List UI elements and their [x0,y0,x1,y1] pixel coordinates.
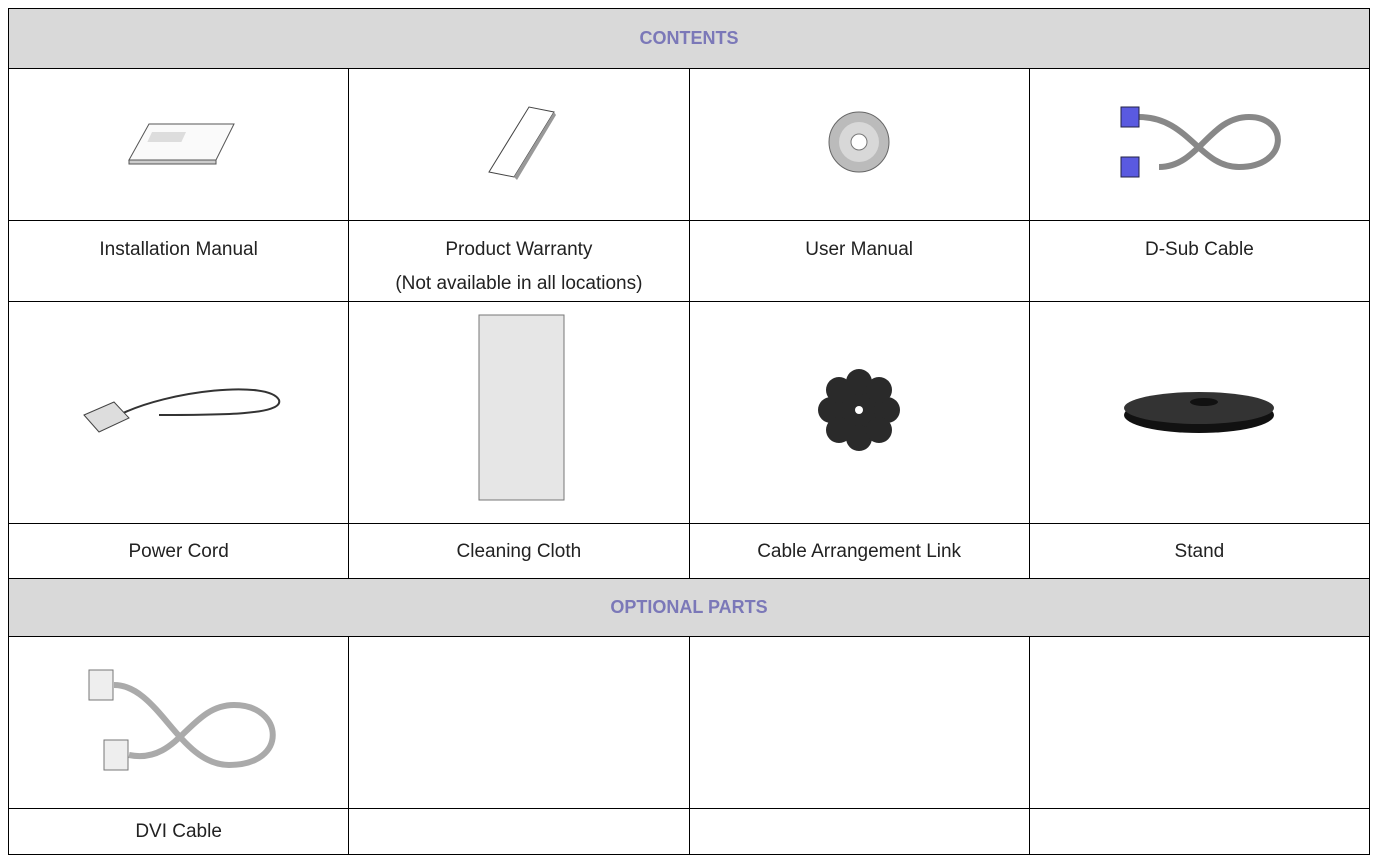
item-label: Power Cord [7,523,350,580]
item-label: Cable Arrangement Link [688,523,1030,580]
image-cell [7,636,350,809]
section-title: CONTENTS [8,8,1370,69]
cable-link-icon [818,368,901,451]
item-label-cell: Product Warranty (Not available in all lo… [348,220,690,302]
item-label: D-Sub Cable [1028,220,1371,302]
image-cell [7,68,350,221]
empty-cell [688,636,1030,809]
image-cell [688,68,1030,221]
empty-cell [1028,636,1371,809]
power-cord-icon [82,387,280,433]
image-cell [688,301,1030,524]
section-title: OPTIONAL PARTS [8,578,1370,637]
item-label: User Manual [688,220,1030,302]
empty-cell [348,636,690,809]
stand-icon [1124,391,1275,433]
image-cell [348,68,690,221]
item-label: DVI Cable [7,808,350,855]
image-cell [1028,68,1371,221]
manual-icon [127,123,235,164]
item-label: Installation Manual [7,220,350,302]
item-note: (Not available in all locations) [395,273,643,294]
image-cell [348,301,690,524]
item-label: Cleaning Cloth [348,523,690,580]
dvi-cable-icon [88,669,276,770]
item-label: Stand [1028,523,1371,580]
image-cell [7,301,350,524]
contents-table: CONTENTS Installation Manual Product War… [7,8,1371,580]
cd-icon [828,111,890,172]
cloth-icon [478,314,565,500]
empty-cell [1028,808,1371,855]
image-cell [1028,301,1371,524]
optional-parts-table: OPTIONAL PARTS DVI Cable [7,578,1371,855]
empty-cell [688,808,1030,855]
item-label: Product Warranty [445,239,593,260]
dsub-cable-icon [1120,106,1282,177]
warranty-icon [488,105,556,180]
empty-cell [348,808,690,855]
